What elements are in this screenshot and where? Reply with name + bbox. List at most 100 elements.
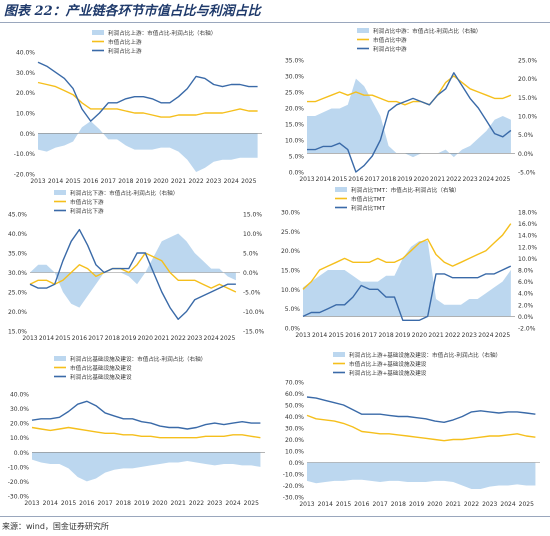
x-tick-label: 2017: [365, 176, 380, 183]
y2-tick-label: 10.0%: [243, 231, 262, 238]
x-tick-label: 2025: [495, 176, 510, 183]
y2-tick-label: 2.0%: [518, 302, 534, 309]
y-tick-label: 0.0%: [289, 170, 305, 177]
y2-tick-label: 15.0%: [243, 212, 262, 219]
y-tick-label: 30.0%: [285, 426, 304, 433]
x-tick-label: 2023: [462, 332, 477, 339]
x-tick-label: 2022: [464, 501, 479, 508]
x-tick-label: 2021: [171, 178, 186, 185]
y-tick-label: 20.0%: [8, 309, 27, 316]
legend-label: 利润占比上游: [108, 47, 142, 55]
x-tick-label: 2016: [354, 501, 369, 508]
x-tick-label: 2025: [220, 335, 235, 342]
x-tick-label: 2023: [207, 500, 222, 507]
x-tick-label: 2023: [206, 178, 221, 185]
chart-upstream-plus-infrastructure: 70.0% 60.0% 50.0% 40.0% 30.0% 20.0% 10.0% 0.0% -…: [283, 351, 540, 508]
y-tick-label: 15.0%: [8, 329, 27, 336]
x-tick-label: 2017: [101, 178, 116, 185]
y-tick-label: 40.0%: [8, 231, 27, 238]
y2-tick-label: 0.0%: [518, 314, 534, 321]
y2-tick-label: -15.0%: [243, 329, 265, 336]
chart-upstream: 40.0% 30.0% 20.0% 10.0% 0.0% -10.0% -20.0%2013…: [14, 29, 262, 185]
x-tick-label: 2013: [295, 332, 310, 339]
x-tick-label: 2025: [241, 178, 256, 185]
bottom-divider: [0, 516, 550, 517]
y-tick-label: 20.0%: [281, 248, 300, 255]
legend-label: 市值占比下游: [70, 198, 104, 206]
x-tick-label: 2022: [445, 332, 460, 339]
y2-tick-label: 10.0%: [518, 256, 537, 263]
legend-swatch: [92, 30, 104, 35]
x-tick-label: 2017: [97, 500, 112, 507]
chart-downstream: 45.0% 40.0% 35.0% 30.0% 25.0% 20.0% 15.0% 15.0%…: [8, 189, 265, 342]
x-tick-label: 2016: [345, 332, 360, 339]
x-tick-label: 2022: [188, 178, 203, 185]
x-tick-label: 2016: [79, 500, 94, 507]
legend-swatch: [335, 187, 347, 192]
x-tick-label: 2015: [329, 332, 344, 339]
y-tick-label: 10.0%: [285, 449, 304, 456]
x-tick-label: 2015: [65, 178, 80, 185]
legend-label: 利润占比下游: [70, 207, 104, 215]
series-area: [38, 121, 258, 172]
series-line: [302, 265, 512, 322]
legend-label: 市值占比TMT: [351, 195, 386, 203]
x-tick-label: 2014: [316, 176, 331, 183]
y2-tick-label: 6.0%: [518, 279, 534, 286]
y2-tick-label: 4.0%: [518, 291, 534, 298]
y-tick-label: 25.0%: [8, 290, 27, 297]
x-tick-label: 2021: [171, 500, 186, 507]
chart-infrastructure: 40.0% 30.0% 20.0% 10.0% 0.0% -10.0% -20.0% -30.…: [8, 355, 265, 507]
x-tick-label: 2019: [395, 332, 410, 339]
legend-swatch: [54, 190, 66, 195]
series-area: [303, 241, 511, 317]
x-tick-label: 2014: [39, 335, 54, 342]
y-tick-label: 0.0%: [285, 326, 301, 333]
chart-tmt: 30.0% 25.0% 20.0% 15.0% 10.0% 5.0% 0.0% 18.0% 16…: [281, 186, 537, 339]
x-tick-label: 2024: [500, 501, 515, 508]
x-tick-label: 2018: [381, 176, 396, 183]
x-tick-label: 2016: [72, 335, 87, 342]
x-tick-label: 2017: [88, 335, 103, 342]
x-tick-label: 2017: [362, 332, 377, 339]
source-note: 来源：wind，国金证券研究所: [2, 522, 109, 531]
x-tick-label: 2020: [153, 178, 168, 185]
x-tick-label: 2016: [83, 178, 98, 185]
x-tick-label: 2018: [391, 501, 406, 508]
title-divider: [0, 22, 550, 23]
x-tick-label: 2021: [446, 501, 461, 508]
x-tick-label: 2020: [152, 500, 167, 507]
y2-tick-label: 10.0%: [518, 114, 537, 121]
legend-label: 市值占比上游: [108, 38, 142, 46]
series-line: [31, 426, 261, 439]
y-tick-label: 70.0%: [285, 380, 304, 387]
legend-label: 市值占比中游: [373, 36, 407, 44]
x-tick-label: 2017: [372, 501, 387, 508]
legend-label: 利润占比TMT: [351, 204, 386, 212]
x-tick-label: 2021: [430, 176, 445, 183]
y2-tick-label: 15.0%: [518, 95, 537, 102]
y-tick-label: 30.0%: [10, 406, 29, 413]
y2-tick-label: 25.0%: [518, 58, 537, 65]
x-tick-label: 2020: [138, 335, 153, 342]
x-tick-label: 2020: [412, 332, 427, 339]
x-tick-label: 2018: [118, 178, 133, 185]
y-tick-label: 5.0%: [285, 306, 301, 313]
y2-tick-label: -5.0%: [518, 170, 536, 177]
series-area: [307, 462, 536, 489]
y-tick-label: -10.0%: [283, 472, 305, 479]
series-area: [30, 233, 236, 308]
y-tick-label: -10.0%: [8, 464, 30, 471]
y-tick-label: 0.0%: [20, 131, 36, 138]
series-line: [31, 400, 261, 430]
y2-tick-label: 5.0%: [518, 132, 534, 139]
series-line: [302, 223, 512, 290]
legend-label: 利润占比下游：市值占比-利润占比（右轴）: [70, 189, 178, 197]
y-tick-label: 15.0%: [281, 268, 300, 275]
x-tick-label: 2025: [244, 500, 259, 507]
x-tick-label: 2019: [409, 501, 424, 508]
series-line: [307, 72, 512, 173]
series-area: [307, 78, 511, 158]
y-tick-label: -20.0%: [8, 479, 30, 486]
y2-tick-label: 14.0%: [518, 233, 537, 240]
